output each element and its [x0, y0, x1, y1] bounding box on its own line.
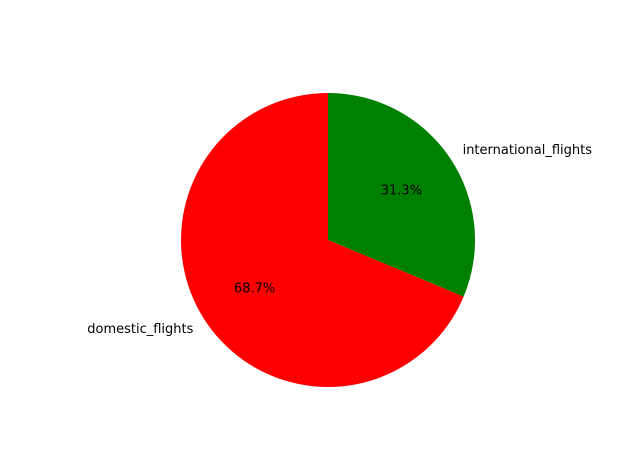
- pie-slice-domestic-flights: [180, 93, 464, 387]
- slice-label-domestic-flights: domestic_flights: [87, 322, 193, 337]
- slice-percent-international-flights: 31.3%: [381, 184, 422, 199]
- pie-slice-international-flights: [328, 93, 476, 297]
- slice-percent-domestic-flights: 68.7%: [234, 281, 275, 296]
- pie-labels: international_flights 31.3% domestic_fligh…: [87, 143, 592, 337]
- slice-label-international-flights: international_flights: [463, 143, 593, 158]
- pie-slices: [180, 93, 476, 387]
